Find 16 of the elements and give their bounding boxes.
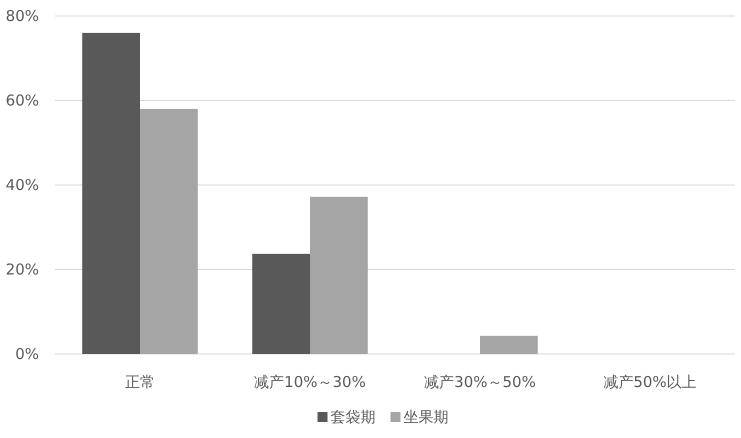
legend-label: 套袋期 <box>330 408 376 426</box>
y-tick-label: 0% <box>15 345 39 363</box>
x-tick-label: 减产10%～30% <box>254 373 366 391</box>
bar <box>480 336 538 354</box>
x-tick-label: 正常 <box>125 373 155 391</box>
y-tick-label: 20% <box>6 260 39 278</box>
bar <box>252 254 310 354</box>
y-tick-label: 60% <box>6 92 39 110</box>
bar <box>82 32 140 354</box>
y-tick-label: 80% <box>6 7 39 25</box>
y-tick-label: 40% <box>6 176 39 194</box>
bar <box>140 108 198 354</box>
legend-label: 坐果期 <box>404 408 448 426</box>
x-tick-label: 减产30%～50% <box>424 373 536 391</box>
bar <box>310 196 368 354</box>
x-tick-label: 减产50%以上 <box>603 373 697 391</box>
